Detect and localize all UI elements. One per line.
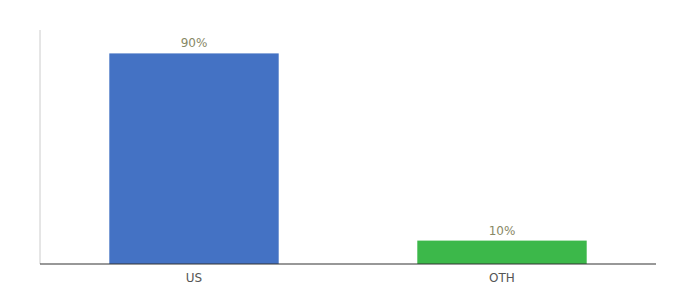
data-label: 10% xyxy=(489,224,516,238)
chart: US OTH 90% 10% xyxy=(0,0,680,300)
bar xyxy=(109,53,278,264)
bar xyxy=(417,241,586,264)
x-tick-label: US xyxy=(186,271,202,285)
page: {"chart_data": {"type": "bar", "categori… xyxy=(0,0,680,300)
data-labels: 90% 10% xyxy=(181,36,516,237)
axes: US OTH xyxy=(40,30,656,285)
x-tick-label: OTH xyxy=(489,271,515,285)
data-label: 90% xyxy=(181,36,208,50)
bars xyxy=(109,53,586,264)
chart-container: US OTH 90% 10% xyxy=(0,0,680,300)
x-axis-line xyxy=(40,263,656,264)
y-axis-line xyxy=(40,30,41,264)
